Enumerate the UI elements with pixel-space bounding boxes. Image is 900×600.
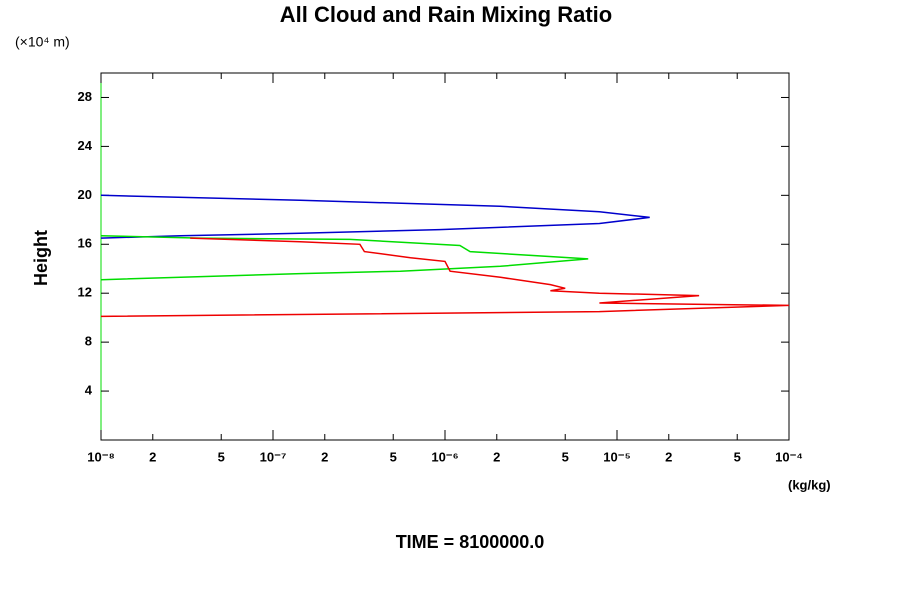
x-tick-label: 10⁻⁶ (431, 449, 458, 464)
y-tick-label: 12 (78, 285, 92, 300)
x-tick-label: 10⁻⁸ (87, 449, 114, 464)
x-tick-label: 5 (562, 449, 569, 464)
y-tick-label: 24 (78, 138, 93, 153)
y-tick-label: 28 (78, 89, 92, 104)
data-line (100, 234, 589, 281)
x-tick-label: 5 (734, 449, 741, 464)
chart-title: All Cloud and Rain Mixing Ratio (280, 2, 612, 27)
x-tick-label: 2 (149, 449, 156, 464)
y-unit: (×10⁴ m) (15, 34, 70, 50)
plot-frame (100, 72, 790, 441)
x-tick-label: 2 (321, 449, 328, 464)
data-line (100, 237, 790, 318)
y-tick-label: 16 (78, 236, 92, 251)
x-unit: (kg/kg) (788, 477, 831, 492)
x-tick-label: 10⁻⁴ (775, 449, 803, 464)
footer: TIME = 8100000.0 (396, 532, 545, 552)
y-tick-label: 20 (78, 187, 92, 202)
x-tick-label: 2 (493, 449, 500, 464)
x-tick-label: 10⁻⁷ (260, 449, 287, 464)
y-tick-label: 8 (85, 334, 92, 349)
data-line (100, 194, 650, 239)
y-tick-label: 4 (85, 383, 93, 398)
x-tick-label: 2 (665, 449, 672, 464)
y-axis-label: Height (31, 230, 51, 286)
x-tick-label: 5 (390, 449, 397, 464)
x-tick-label: 10⁻⁵ (603, 449, 630, 464)
x-tick-label: 5 (218, 449, 225, 464)
